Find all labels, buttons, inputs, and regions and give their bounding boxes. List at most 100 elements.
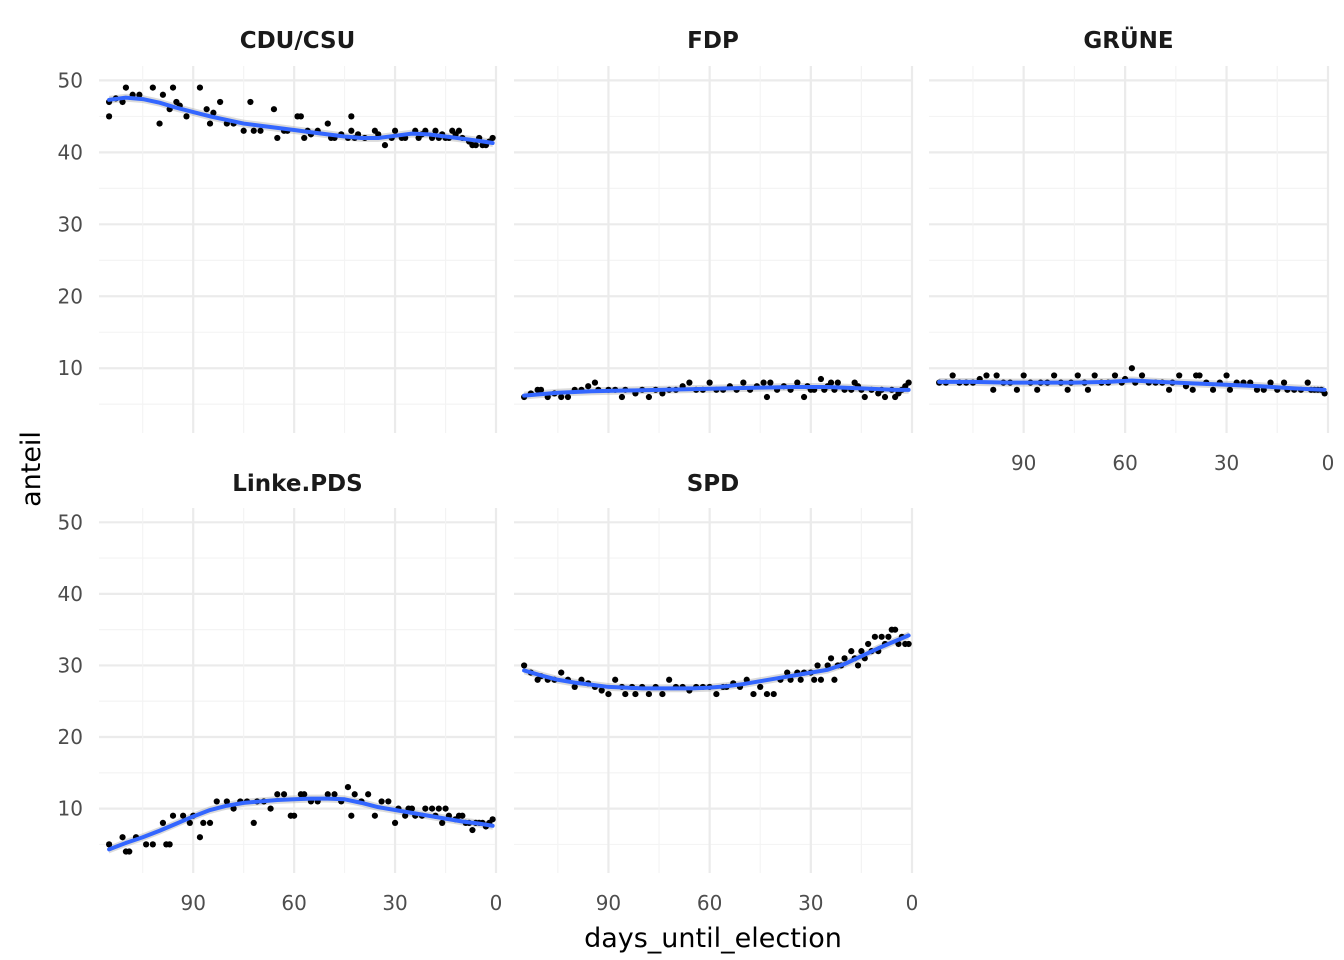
data-point [105,841,113,848]
data-point [297,113,304,120]
data-point [344,784,352,791]
x-tick-label: 60 [281,891,306,915]
data-point [301,134,308,142]
data-point [713,690,720,698]
data-point [159,91,167,98]
grid [929,66,1330,433]
data-point [274,791,281,798]
facet-panel: GRÜNE 90 60 30 0 [929,26,1334,475]
confidence-band [109,93,493,147]
data-point [841,655,848,662]
data-point [459,812,466,819]
data-point [126,848,133,855]
y-tick-label: 40 [58,582,83,606]
y-tick-label: 50 [58,68,83,92]
data-point [1138,372,1146,379]
x-tick-label: 60 [1112,451,1137,475]
facet-panel: FDP [514,28,914,433]
smooth-line [107,95,495,145]
facet-title: FDP [687,28,739,54]
y-tick-label: 50 [58,510,83,534]
data-point [800,393,808,401]
data-point [439,819,446,827]
data-point [983,372,990,379]
data-point [763,690,771,698]
x-tick-label: 60 [697,891,722,915]
data-point [905,640,912,648]
y-tick-label: 20 [58,284,83,308]
data-point [472,142,479,149]
data-point [558,669,565,676]
data-point [365,791,372,798]
data-point [1196,372,1203,379]
grid [514,508,914,873]
data-point [1267,379,1274,386]
data-point [247,98,254,106]
data-point [1020,372,1027,379]
data-point [794,379,801,386]
data-point [865,640,872,648]
data-point [834,379,841,386]
data-point [267,805,274,812]
data-point [422,805,429,812]
data-point [119,98,126,106]
data-point [196,834,204,841]
data-point [1253,386,1261,393]
data-point [591,379,599,386]
data-point [1304,379,1311,386]
x-tick-label: 90 [1011,451,1036,475]
data-point [666,676,673,683]
data-point [659,690,666,698]
data-point [489,816,496,823]
smooth-line [937,378,1327,392]
data-point [200,819,207,827]
grid [99,66,498,433]
data-point [143,841,150,848]
data-point [469,826,476,834]
data-point [763,393,771,401]
data-point [105,113,113,120]
data-point [740,379,747,386]
facet-title: GRÜNE [1083,26,1173,54]
data-point [706,379,713,386]
data-point [291,812,298,819]
data-point [1189,386,1196,393]
data-point [270,106,278,113]
data-point [1321,390,1328,397]
data-point [1128,365,1135,372]
data-point [371,812,378,819]
data-point [432,127,439,134]
x-tick-label: 0 [1322,451,1335,475]
data-point [831,676,838,683]
smooth-line [522,384,911,398]
data-point [348,812,355,819]
data-point [324,791,331,798]
data-point [149,84,156,91]
data-point [605,690,612,698]
data-point [1091,372,1098,379]
data-point [632,690,639,698]
data-point [990,386,997,393]
y-tick-label: 20 [58,725,83,749]
x-tick-label: 90 [180,891,205,915]
data-point [250,819,257,827]
data-point [196,84,204,91]
data-point [1034,386,1041,393]
data-point [612,676,619,683]
data-point [378,798,385,805]
facet-panel: Linke.PDS 10 20 30 40 50 90 60 30 0 [58,471,503,915]
data-point [180,812,187,819]
data-point [585,383,592,390]
data-point [348,127,355,134]
y-tick-label: 10 [58,356,83,380]
data-point [351,791,358,798]
y-tick-label: 30 [58,212,83,236]
data-point [824,662,831,669]
data-point [213,798,220,805]
smooth-line [107,796,495,852]
data-point [1176,372,1183,379]
data-point [442,805,449,812]
data-point [750,690,757,698]
x-tick-label: 90 [596,891,621,915]
